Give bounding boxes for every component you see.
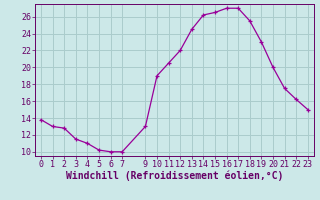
X-axis label: Windchill (Refroidissement éolien,°C): Windchill (Refroidissement éolien,°C) (66, 171, 283, 181)
